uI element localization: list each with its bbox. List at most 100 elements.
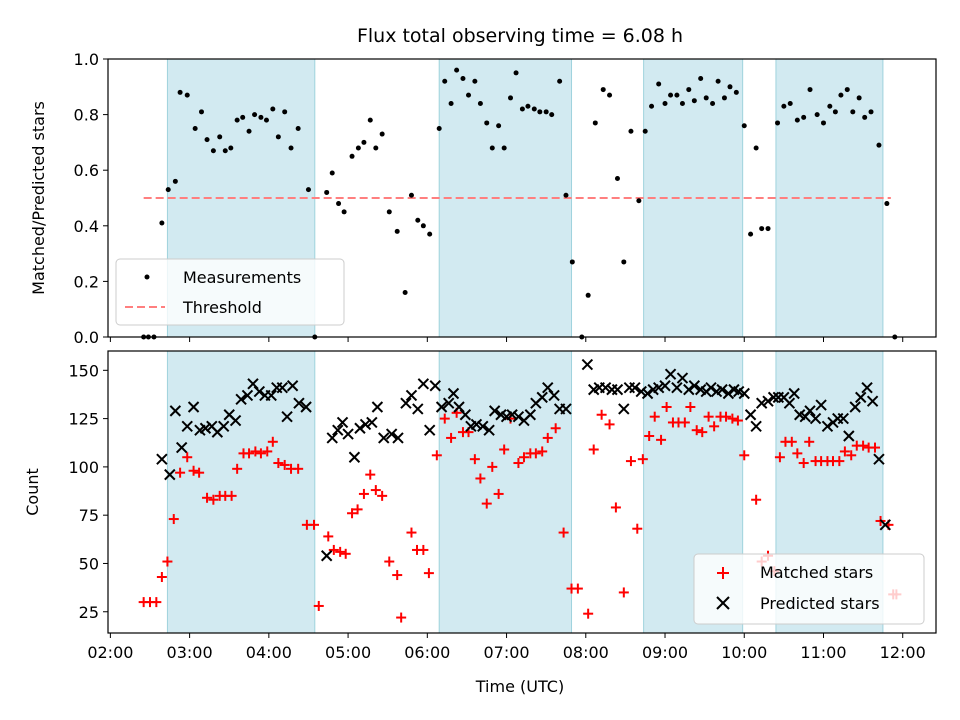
predicted-star-point bbox=[688, 380, 701, 392]
measurement-point bbox=[856, 95, 862, 101]
measurement-point bbox=[415, 217, 421, 223]
matched-star-point bbox=[703, 411, 714, 422]
matched-star-point bbox=[156, 571, 167, 582]
matched-star-point bbox=[661, 402, 672, 413]
predicted-star-point bbox=[611, 383, 624, 396]
top-y-tick-label: 0.0 bbox=[74, 328, 99, 347]
measurement-point bbox=[592, 120, 598, 126]
matched-star-point bbox=[721, 411, 732, 422]
matched-star-point bbox=[377, 490, 388, 501]
predicted-star-point bbox=[855, 391, 867, 404]
matched-star-point bbox=[365, 469, 376, 480]
measurement-point bbox=[691, 98, 697, 104]
predicted-star-point bbox=[459, 409, 472, 421]
measurement-point bbox=[607, 92, 613, 98]
predicted-star-point bbox=[348, 451, 361, 463]
measurement-point bbox=[621, 259, 627, 265]
measurement-point bbox=[563, 192, 569, 198]
predicted-star-point bbox=[676, 372, 689, 384]
measurement-point bbox=[373, 145, 379, 151]
measurement-point bbox=[508, 95, 514, 101]
predicted-star-point bbox=[392, 432, 404, 444]
top-legend: Measurements Threshold bbox=[115, 258, 345, 326]
measurement-point bbox=[801, 114, 807, 120]
matched-star-point bbox=[347, 508, 358, 519]
matched-star-point bbox=[244, 448, 255, 459]
predicted-star-point bbox=[671, 381, 683, 394]
measurement-point bbox=[177, 89, 183, 95]
measurement-point bbox=[258, 114, 264, 120]
matched-star-point bbox=[846, 450, 857, 461]
matched-star-point bbox=[475, 473, 486, 484]
matched-star-point bbox=[537, 446, 548, 457]
x-tick-label: 03:00 bbox=[167, 643, 213, 662]
predicted-star-point bbox=[412, 403, 424, 415]
matched-star-point bbox=[572, 583, 583, 594]
measurement-point bbox=[531, 106, 537, 112]
measurement-point bbox=[361, 139, 367, 145]
measurement-point bbox=[379, 131, 385, 137]
measurement-point bbox=[703, 95, 709, 101]
top-y-tick-label: 1.0 bbox=[74, 50, 99, 69]
measurement-point bbox=[355, 145, 361, 151]
predicted-star-point bbox=[629, 381, 641, 394]
matched-star-point bbox=[618, 587, 629, 598]
matched-star-point bbox=[774, 452, 785, 463]
matched-star-point bbox=[250, 446, 261, 457]
measurement-point bbox=[628, 128, 634, 134]
measurement-point bbox=[341, 209, 347, 215]
predicted-star-point bbox=[788, 387, 800, 400]
predicted-star-point bbox=[265, 389, 277, 402]
measurement-point bbox=[549, 112, 555, 118]
matched-star-point bbox=[168, 514, 179, 525]
top-y-tick-label: 0.4 bbox=[74, 217, 99, 236]
measurement-point bbox=[765, 226, 771, 232]
measurement-point bbox=[295, 126, 301, 131]
matched-star-point bbox=[162, 556, 173, 567]
predicted-star-point bbox=[866, 395, 879, 407]
bottom-y-tick-label: 100 bbox=[68, 458, 99, 477]
measurement-point bbox=[329, 170, 335, 176]
matched-star-point bbox=[625, 456, 636, 467]
matched-star-point bbox=[786, 436, 797, 447]
measurement-point bbox=[217, 134, 223, 140]
measurement-point bbox=[668, 92, 674, 98]
bottom-panel: 25 50 75 100 125 150 02:00 03:00 04:00 05:00 06:00… bbox=[23, 350, 937, 696]
measurement-point bbox=[614, 176, 620, 182]
matched-star-point bbox=[513, 458, 524, 469]
measurement-point bbox=[442, 78, 448, 84]
predicted-star-point bbox=[849, 401, 861, 413]
predicted-star-point bbox=[641, 387, 654, 400]
matched-star-point bbox=[839, 446, 850, 457]
measurement-point bbox=[198, 109, 204, 115]
x-tick-label: 09:00 bbox=[642, 643, 688, 662]
matched-star-point bbox=[697, 427, 708, 438]
predicted-star-point bbox=[326, 432, 338, 444]
measurement-point bbox=[336, 201, 342, 207]
measurement-point bbox=[184, 92, 190, 98]
measurement-point bbox=[814, 112, 820, 118]
predicted-star-point bbox=[536, 391, 548, 404]
x-tick-label: 04:00 bbox=[246, 643, 292, 662]
predicted-star-point bbox=[548, 389, 560, 402]
predicted-star-point bbox=[524, 409, 537, 421]
predicted-star-point bbox=[635, 385, 647, 398]
matched-star-point bbox=[691, 425, 702, 436]
legend-threshold-label: Threshold bbox=[182, 298, 262, 317]
matched-star-point bbox=[188, 465, 199, 476]
bottom-y-tick-label: 50 bbox=[79, 554, 99, 573]
measurement-point bbox=[519, 106, 525, 112]
matched-star-point bbox=[649, 411, 660, 422]
measurement-point bbox=[775, 120, 781, 126]
matched-star-point bbox=[431, 450, 442, 461]
measurement-point bbox=[436, 126, 442, 131]
predicted-star-point bbox=[443, 397, 455, 409]
predicted-star-point bbox=[332, 424, 344, 436]
measurement-point bbox=[807, 87, 813, 93]
predicted-star-point bbox=[821, 420, 834, 433]
predicted-star-point bbox=[235, 393, 247, 405]
predicted-star-point bbox=[477, 420, 489, 433]
matched-star-point bbox=[739, 450, 750, 461]
measurement-point bbox=[324, 189, 330, 195]
measurement-point bbox=[420, 223, 426, 229]
